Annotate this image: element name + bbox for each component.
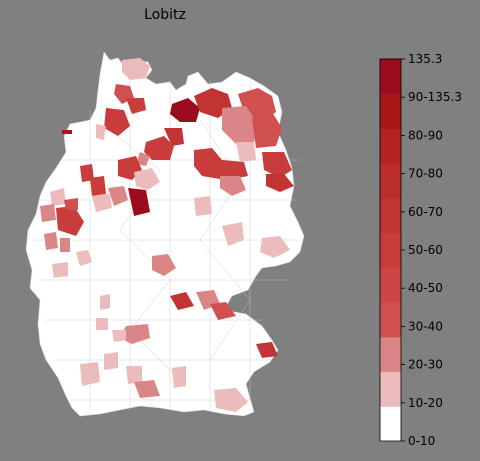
district bbox=[222, 222, 244, 246]
colorbar-bin bbox=[380, 93, 401, 129]
district bbox=[104, 108, 130, 136]
colorbar-bin bbox=[380, 267, 401, 303]
district bbox=[92, 194, 112, 212]
district bbox=[222, 106, 258, 144]
district bbox=[62, 130, 72, 134]
district bbox=[252, 112, 282, 148]
colorbar-bin bbox=[380, 336, 401, 373]
district bbox=[214, 388, 248, 412]
district bbox=[120, 324, 150, 344]
colorbar-tick-label: 0-10 bbox=[408, 434, 435, 448]
district bbox=[170, 98, 200, 122]
district-regions bbox=[40, 58, 294, 412]
colorbar-bin bbox=[380, 406, 401, 442]
germany-outline bbox=[25, 51, 305, 417]
district bbox=[80, 362, 100, 386]
district bbox=[90, 176, 106, 196]
district bbox=[134, 380, 160, 398]
district bbox=[210, 302, 236, 320]
district bbox=[50, 188, 66, 206]
colorbar-tick-label: 50-60 bbox=[408, 243, 443, 257]
colorbar-tick-label: 10-20 bbox=[408, 396, 443, 410]
district bbox=[194, 196, 212, 216]
district bbox=[40, 204, 56, 222]
colorbar-tick-label: 20-30 bbox=[408, 358, 443, 372]
district bbox=[44, 232, 58, 250]
colorbar-bin bbox=[380, 197, 401, 234]
colorbar-tick-label: 30-40 bbox=[408, 319, 443, 333]
district bbox=[262, 152, 292, 178]
district bbox=[256, 342, 278, 358]
colorbar-bin bbox=[380, 302, 401, 338]
district bbox=[56, 206, 84, 236]
district bbox=[164, 128, 184, 146]
colorbar-tick-label: 40-50 bbox=[408, 281, 443, 295]
district bbox=[60, 238, 70, 252]
colorbar-bin bbox=[380, 163, 401, 199]
colorbar-bin bbox=[380, 232, 401, 268]
colorbar-tick-label: 135.3 bbox=[408, 52, 442, 66]
district bbox=[80, 164, 94, 182]
district bbox=[96, 124, 106, 140]
colorbar-bin bbox=[380, 128, 401, 164]
district bbox=[172, 366, 186, 388]
district bbox=[220, 176, 246, 196]
colorbar: 135.3 90-135.3 80-90 70-80 60-70 50-60 40-50 30… bbox=[379, 52, 462, 448]
colorbar-tick-label: 70-80 bbox=[408, 167, 443, 181]
colorbar-tick-label: 60-70 bbox=[408, 205, 443, 219]
district bbox=[64, 198, 78, 210]
map-title: Lobitz bbox=[144, 7, 186, 23]
district bbox=[136, 152, 150, 166]
district bbox=[152, 254, 176, 276]
district bbox=[144, 136, 174, 160]
district bbox=[122, 58, 150, 80]
colorbar-bin bbox=[380, 371, 401, 407]
district bbox=[170, 292, 194, 310]
district bbox=[104, 352, 118, 370]
district bbox=[76, 250, 92, 266]
district bbox=[108, 186, 128, 206]
district bbox=[112, 330, 126, 342]
district bbox=[96, 318, 108, 330]
colorbar-tick-label: 90-135.3 bbox=[408, 90, 462, 104]
colorbar-tick-label: 80-90 bbox=[408, 128, 443, 142]
district bbox=[236, 142, 256, 162]
colorbar-bin bbox=[380, 59, 401, 95]
district bbox=[134, 168, 160, 190]
district bbox=[128, 188, 150, 216]
district bbox=[100, 294, 110, 310]
district bbox=[266, 174, 294, 192]
district bbox=[126, 98, 146, 114]
district bbox=[126, 366, 142, 384]
district bbox=[52, 262, 68, 278]
district bbox=[260, 236, 290, 258]
district bbox=[194, 148, 248, 180]
